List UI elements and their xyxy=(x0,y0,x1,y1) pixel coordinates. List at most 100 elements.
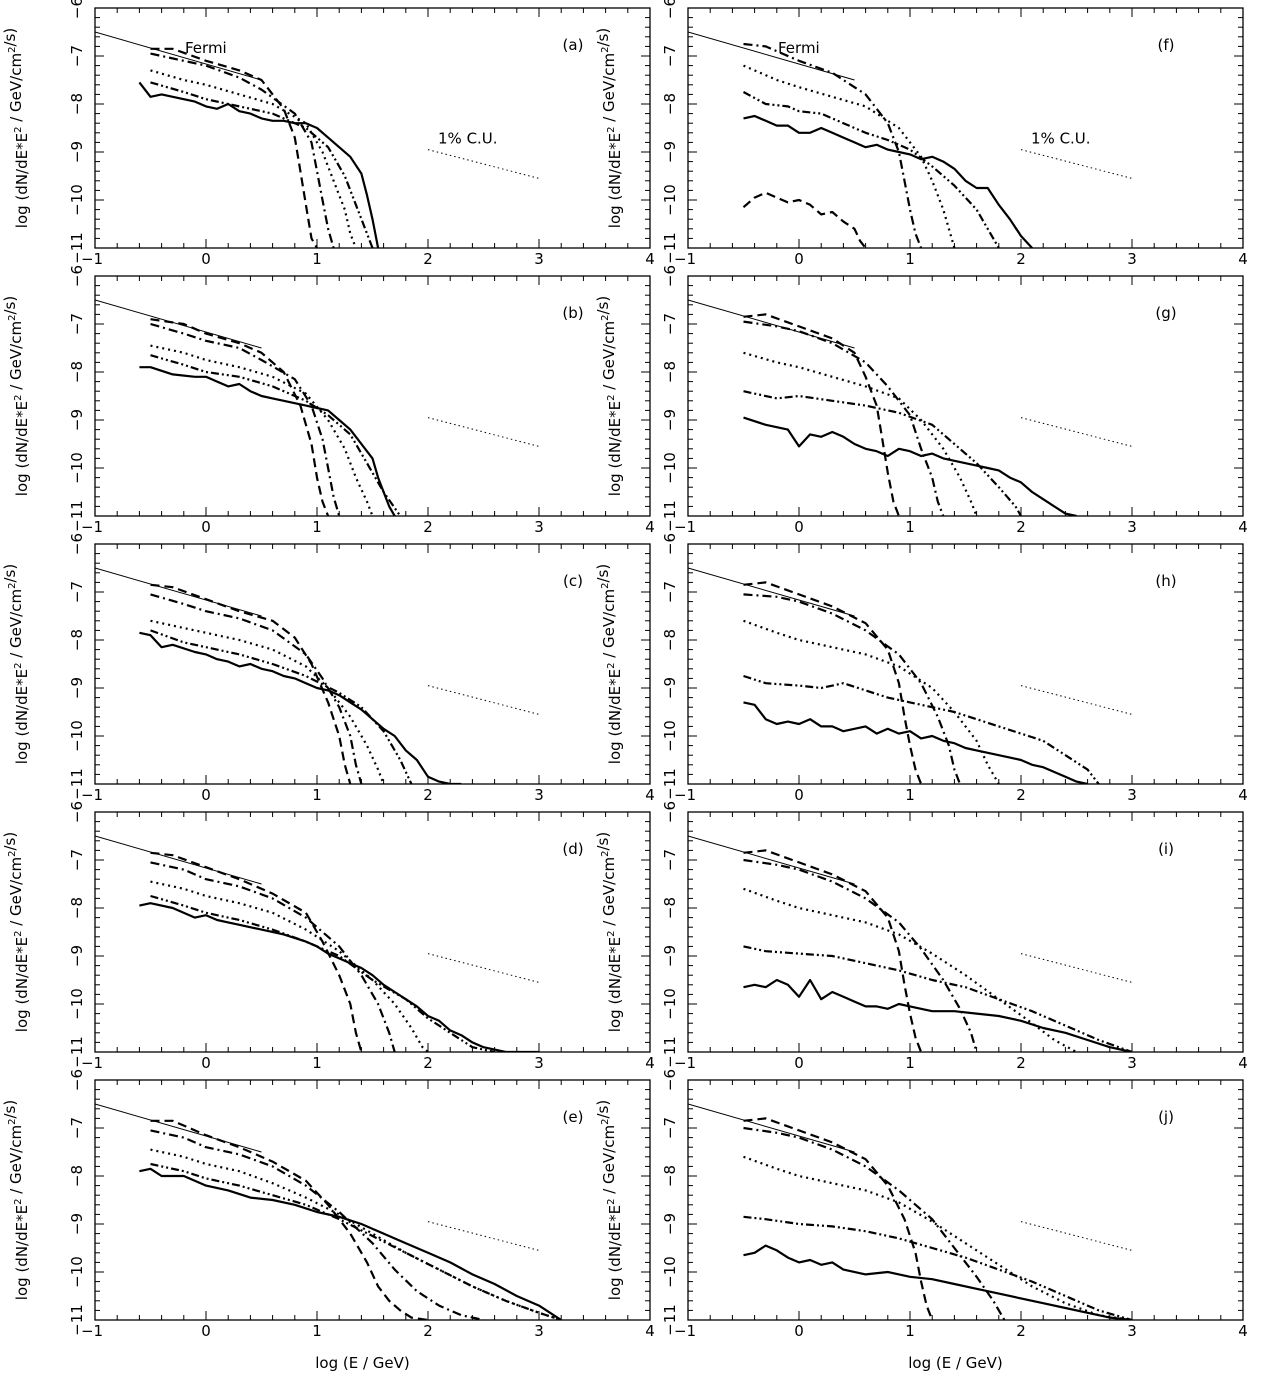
series-line-dashdotdot xyxy=(151,630,412,784)
series-line-dashed xyxy=(744,314,899,516)
y-tick-label: −7 xyxy=(661,849,679,871)
series-line-dashdot xyxy=(744,860,977,1052)
y-tick-label: −11 xyxy=(68,500,86,532)
x-tick-label: 1 xyxy=(312,518,322,536)
panel-label: (h) xyxy=(1155,572,1176,590)
series-line-dotted xyxy=(744,889,1077,1052)
x-tick-label: 3 xyxy=(1127,1322,1137,1340)
series-line-thin xyxy=(95,32,262,80)
series-line-thin xyxy=(688,1104,855,1152)
series-group xyxy=(95,836,539,1052)
series-group xyxy=(95,300,539,516)
y-tick-label: −8 xyxy=(68,93,86,115)
series-line-solid xyxy=(744,980,1133,1052)
x-tick-label: 1 xyxy=(905,518,915,536)
x-tick-label: 2 xyxy=(1016,250,1026,268)
x-tick-label: 2 xyxy=(423,250,433,268)
y-tick-label: −6 xyxy=(68,1069,86,1091)
y-tick-label: −11 xyxy=(661,232,679,264)
y-tick-label: −10 xyxy=(661,452,679,484)
y-tick-label: −9 xyxy=(68,409,86,431)
series-line-dashdotdot xyxy=(151,896,495,1052)
y-tick-label: −10 xyxy=(661,720,679,752)
y-tick-label: −9 xyxy=(68,141,86,163)
y-tick-label: −11 xyxy=(68,1036,86,1068)
y-axis-title: log (dN/dE*E2 / GeV/cm2/s) xyxy=(594,564,624,764)
series-line-cu xyxy=(428,150,539,179)
fermi-label: Fermi xyxy=(185,39,227,57)
y-axis-title: log (dN/dE*E2 / GeV/cm2/s) xyxy=(594,832,624,1032)
y-tick-label: −10 xyxy=(661,184,679,216)
cu-label: 1% C.U. xyxy=(438,130,498,148)
panel-e: −1 0 1 2 3 4−6−7−8−9−10−11log (dN/dE*E2 / GeV… xyxy=(1,1069,655,1372)
panel-label: (f) xyxy=(1158,36,1175,54)
y-axis-title: log (dN/dE*E2 / GeV/cm2/s) xyxy=(1,28,31,228)
y-tick-label: −6 xyxy=(661,533,679,555)
series-line-thin xyxy=(95,836,262,884)
x-tick-label: 4 xyxy=(645,518,655,536)
series-line-cu xyxy=(428,954,539,983)
series-line-dashdot xyxy=(744,1128,1005,1320)
x-tick-label: 3 xyxy=(1127,518,1137,536)
y-tick-label: −11 xyxy=(661,1036,679,1068)
panel-label: (b) xyxy=(562,304,583,322)
y-tick-label: −7 xyxy=(661,1117,679,1139)
y-tick-label: −9 xyxy=(661,945,679,967)
x-tick-label: 1 xyxy=(312,1322,322,1340)
series-line-cu xyxy=(428,418,539,447)
y-tick-label: −6 xyxy=(68,533,86,555)
x-tick-label: 0 xyxy=(794,786,804,804)
y-tick-label: −8 xyxy=(661,629,679,651)
series-line-thin xyxy=(688,32,855,80)
panel-g: −1 0 1 2 3 4−6−7−8−9−10−11log (dN/dE*E2 / GeV… xyxy=(594,265,1248,536)
y-tick-label: −7 xyxy=(68,1117,86,1139)
y-tick-label: −6 xyxy=(68,265,86,287)
y-tick-label: −8 xyxy=(661,361,679,383)
series-group xyxy=(95,1104,561,1320)
y-tick-label: −6 xyxy=(661,0,679,19)
x-tick-label: 1 xyxy=(312,1054,322,1072)
x-tick-label: 4 xyxy=(1238,786,1248,804)
x-tick-label: 2 xyxy=(1016,518,1026,536)
y-tick-label: −7 xyxy=(68,581,86,603)
x-tick-label: 1 xyxy=(905,1054,915,1072)
y-axis-title: log (dN/dE*E2 / GeV/cm2/s) xyxy=(594,296,624,496)
x-tick-label: 3 xyxy=(1127,1054,1137,1072)
series-group xyxy=(688,568,1132,784)
panel-label: (i) xyxy=(1158,840,1174,858)
y-axis-title: log (dN/dE*E2 / GeV/cm2/s) xyxy=(594,28,624,228)
y-tick-label: −7 xyxy=(661,45,679,67)
x-tick-label: 4 xyxy=(1238,518,1248,536)
series-line-dashed xyxy=(744,193,866,248)
y-tick-label: −10 xyxy=(68,1256,86,1288)
panel-label: (e) xyxy=(563,1108,584,1126)
series-line-dashdot xyxy=(151,54,334,248)
series-group xyxy=(688,300,1132,516)
y-tick-label: −7 xyxy=(68,849,86,871)
series-line-dashed xyxy=(151,49,318,248)
x-tick-label: 1 xyxy=(905,1322,915,1340)
y-tick-label: −8 xyxy=(68,1165,86,1187)
x-tick-label: 2 xyxy=(1016,1054,1026,1072)
y-tick-label: −11 xyxy=(68,768,86,800)
series-line-cu xyxy=(1021,418,1132,447)
y-tick-label: −10 xyxy=(661,1256,679,1288)
series-line-solid xyxy=(744,116,1033,248)
y-axis-title: log (dN/dE*E2 / GeV/cm2/s) xyxy=(1,832,31,1032)
series-line-thin xyxy=(95,568,262,616)
x-tick-label: 2 xyxy=(423,786,433,804)
y-tick-label: −6 xyxy=(661,801,679,823)
x-tick-label: 0 xyxy=(201,250,211,268)
x-tick-label: 0 xyxy=(201,1054,211,1072)
panel-d: −1 0 1 2 3 4−6−7−8−9−10−11log (dN/dE*E2 / GeV… xyxy=(1,801,655,1072)
y-tick-label: −7 xyxy=(661,313,679,335)
y-tick-label: −10 xyxy=(68,184,86,216)
y-tick-label: −11 xyxy=(661,1304,679,1336)
panel-b: −1 0 1 2 3 4−6−7−8−9−10−11log (dN/dE*E2 / GeV… xyxy=(1,265,655,536)
panel-label: (d) xyxy=(562,840,583,858)
x-tick-label: 3 xyxy=(534,250,544,268)
series-line-solid xyxy=(744,702,1088,784)
y-tick-label: −6 xyxy=(661,1069,679,1091)
